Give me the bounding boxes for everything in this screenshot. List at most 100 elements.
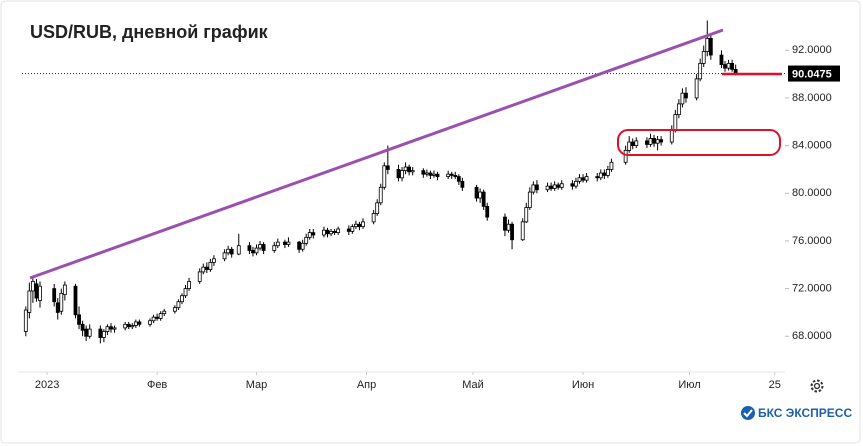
candle-body [460,180,465,188]
candle-body [595,176,600,179]
candle-body [428,172,433,176]
x-tick-label: Мар [246,379,268,391]
candle-body [510,223,514,241]
candle-body [222,252,227,260]
candle-body [236,245,241,255]
candle-body [524,207,529,223]
candle-body [719,54,724,65]
logo-check [743,409,753,418]
candle-body [148,320,152,325]
candle-body [432,173,436,176]
x-tick-label: Июн [572,379,594,391]
candle-body [570,183,575,187]
x-tick-label: 25 [769,379,781,391]
candle-body [353,223,358,228]
candle-body [151,316,156,322]
candle-body [630,141,635,147]
candle-body [275,241,280,247]
candle-body [378,186,383,204]
candle-body [584,176,589,181]
candle-body [645,140,649,145]
candle-body [155,316,160,319]
candle-body [162,310,167,315]
candle-body [598,172,603,179]
candle-body [705,37,710,52]
candle-body [655,139,660,144]
candle-body [59,292,64,312]
candle-body [300,242,305,250]
candle-body [449,173,454,176]
candle-body [627,141,632,151]
candle-body [123,323,128,329]
plot-area: 68.0000 72.0000 76.0000 80.0000 84.0000 88.00… [22,20,840,391]
candle-body [684,92,688,99]
candle-body [304,236,309,244]
last-price-label: 90.0475 [792,68,832,80]
candle-body [396,169,401,179]
candle-body [382,165,387,188]
x-tick-label: Май [462,379,484,391]
candle-body [283,241,287,245]
candle-body [527,191,532,208]
candle-body [403,166,408,172]
candle-body [400,170,404,179]
candle-body [52,288,57,303]
candle-body [258,244,262,249]
candle-body [385,165,390,170]
candle-body [520,221,525,241]
gear[interactable] [810,379,824,393]
candle-body [410,170,415,173]
y-tick-label: 76.0000 [792,235,832,247]
candle-body [158,313,163,319]
candle-body [55,302,60,313]
candle-body [577,177,582,182]
candle-body [424,172,429,175]
candle-body [101,331,106,338]
candle-body [251,250,255,254]
candle-body [98,328,103,338]
candle-body [226,248,231,254]
candle-body [556,184,561,188]
candle-body [183,288,188,297]
candle-body [559,183,564,188]
candle-body [581,177,585,181]
candle-body [322,229,326,236]
candle-body [87,328,92,337]
candle-body [371,213,376,223]
candle-body [105,326,110,332]
candle-body [23,309,28,332]
brand-logo: БКС ЭКСПРЕСС [741,406,852,420]
candle-body [552,184,557,189]
last-price-box [788,65,840,82]
candle-body [84,328,89,337]
y-tick-label: 72.0000 [792,282,832,294]
candle-body [435,173,440,177]
chart-title: USD/RUB, дневной график [30,22,269,42]
candle-body [375,202,380,214]
x-tick-label: Фев [147,379,167,391]
trend-line [29,28,724,280]
x-tick-label: Июл [678,379,700,391]
candle-body [73,285,78,316]
gear-hub[interactable] [813,382,821,390]
candle-body [332,230,337,233]
candle-body [38,285,42,301]
candle-body [201,266,206,273]
y-tick-label: 92.0000 [792,44,832,56]
candle-body [297,241,302,250]
x-tick-label: Апр [357,379,376,391]
brand-name: БКС ЭКСПРЕСС [758,406,852,420]
candle-body [730,62,735,70]
candle-body [361,221,365,228]
candle-body [531,184,536,193]
candle-body [680,92,685,105]
highlight-ellipse [617,129,781,156]
settings-icon[interactable] [810,379,824,393]
candle-body [247,245,252,251]
candle-body [197,271,202,282]
candle-body [549,185,554,189]
candle-body [503,216,507,231]
candle-body [669,129,674,143]
